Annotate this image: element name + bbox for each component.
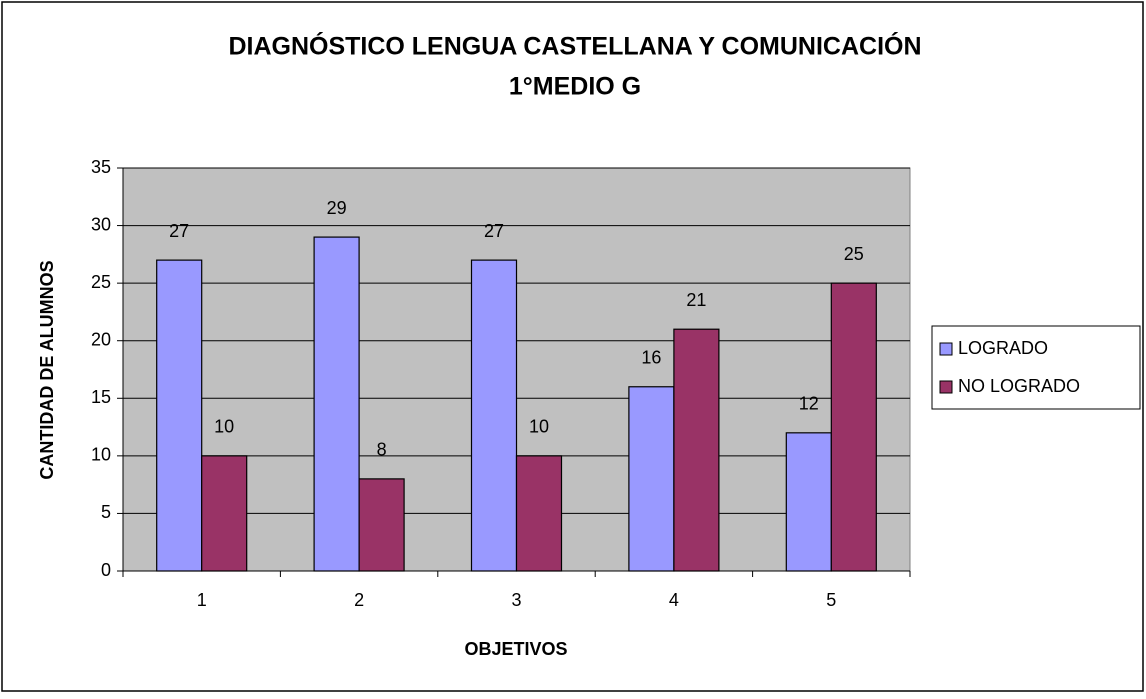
- y-tick-label: 0: [101, 560, 111, 580]
- legend-label: NO LOGRADO: [958, 376, 1080, 396]
- value-label: 10: [529, 417, 549, 437]
- value-label: 12: [799, 394, 819, 414]
- y-tick-label: 15: [91, 387, 111, 407]
- y-tick-label: 5: [101, 502, 111, 522]
- x-tick-label: 1: [197, 590, 207, 610]
- legend-swatch: [939, 380, 953, 394]
- bar: [470, 259, 518, 572]
- y-tick-label: 35: [91, 157, 111, 177]
- bar: [515, 455, 563, 572]
- bar: [201, 455, 248, 572]
- bar: [156, 259, 203, 572]
- value-label: 27: [169, 221, 189, 241]
- bar: [628, 386, 675, 572]
- y-axis-title: CANTIDAD DE ALUMNOS: [37, 260, 57, 479]
- legend-label: LOGRADO: [958, 338, 1048, 358]
- y-tick-label: 30: [91, 214, 111, 234]
- y-tick-label: 25: [91, 272, 111, 292]
- legend-swatch: [939, 342, 953, 356]
- chart-subtitle: 1°MEDIO G: [509, 73, 641, 101]
- value-label: 21: [686, 290, 706, 310]
- y-tick-label: 10: [91, 445, 111, 465]
- chart-title: DIAGNÓSTICO LENGUA CASTELLANA Y COMUNICA…: [228, 31, 921, 61]
- bar: [830, 282, 877, 572]
- x-axis-title: OBJETIVOS: [464, 639, 567, 659]
- bar: [673, 328, 720, 572]
- value-label: 8: [377, 440, 387, 460]
- x-tick-label: 3: [511, 590, 521, 610]
- y-tick-label: 20: [91, 329, 111, 349]
- bar: [313, 236, 360, 572]
- x-tick-label: 4: [669, 590, 679, 610]
- value-label: 16: [641, 348, 661, 368]
- value-label: 25: [844, 244, 864, 264]
- legend-box: [931, 325, 1141, 410]
- x-tick-label: 2: [354, 590, 364, 610]
- bar: [785, 432, 832, 572]
- value-label: 29: [327, 198, 347, 218]
- x-tick-label: 5: [826, 590, 836, 610]
- value-label: 27: [484, 221, 504, 241]
- value-label: 10: [214, 417, 234, 437]
- bar: [358, 478, 405, 572]
